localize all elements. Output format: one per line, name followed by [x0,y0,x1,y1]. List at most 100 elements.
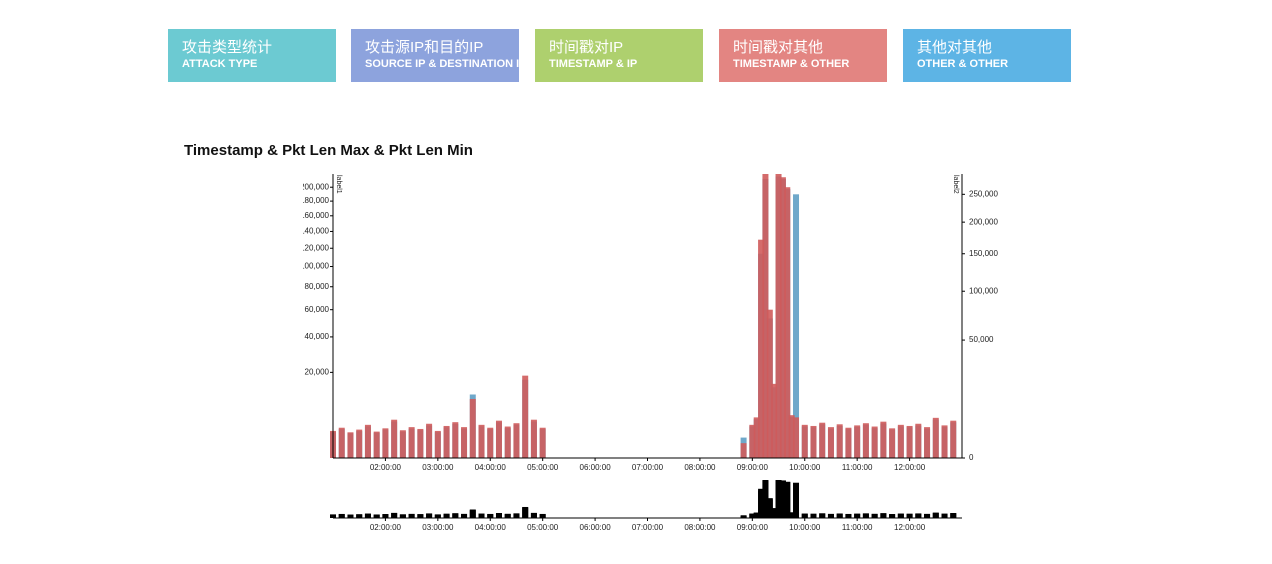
x-tick-label: 07:00:00 [632,463,664,472]
nav-tile[interactable]: 攻击源IP和目的IP SOURCE IP & DESTINATION IP [351,29,519,82]
bar [889,428,896,458]
bar [487,427,494,458]
bar [504,426,511,458]
bar [784,481,791,518]
bar [758,239,765,458]
bar [880,421,887,458]
y-tick-label: 140,000 [300,227,329,236]
y-tick-label: 40,000 [305,332,330,341]
nav-tile[interactable]: 其他对其他 OTHER & OTHER [903,29,1071,82]
bar [950,420,957,458]
bar [871,426,878,458]
bar [801,424,808,458]
bar [845,427,852,458]
bar [854,425,861,458]
bar [399,430,406,458]
nav-title: 攻击类型统计 [182,39,273,56]
x-tick-label: 05:00:00 [527,463,559,472]
bar [880,513,887,518]
bar [788,512,795,518]
bar [862,423,869,458]
bar [408,427,415,458]
bar [762,480,769,518]
nav-tile[interactable]: 时间戳对其他 TIMESTAMP & OTHER [719,29,887,82]
bar [906,425,913,458]
bar [836,513,843,518]
bar [775,480,782,518]
y-tick-label: 80,000 [305,282,330,291]
bar [399,514,406,518]
bar [793,194,800,458]
bar [356,514,363,518]
nav-subtitle: TIMESTAMP & OTHER [733,58,850,70]
bar [338,427,345,458]
bar [932,417,939,458]
bar [771,508,778,518]
nav-title: 时间戳对IP [549,39,624,56]
bar [862,513,869,518]
bar [819,422,826,458]
bar [897,513,904,518]
x-tick-label: 11:00:00 [842,523,873,532]
bar [845,513,852,518]
bar [941,425,948,458]
y2-tick-label: 50,000 [969,335,994,344]
x-tick-label: 12:00:00 [894,463,926,472]
bar [932,512,939,518]
y-tick-label: 180,000 [300,196,329,205]
bar [924,513,931,518]
chart-title: Timestamp & Pkt Len Max & Pkt Len Min [184,142,473,159]
bar [408,513,415,518]
bar [753,417,760,458]
bar [469,510,476,518]
y-tick-label: 120,000 [300,243,329,252]
nav-tile[interactable]: 攻击类型统计 ATTACK TYPE [168,29,336,82]
bar [347,432,354,458]
bar [338,513,345,518]
bar [740,516,747,518]
bar [452,422,459,458]
y-tick-label: 160,000 [300,211,329,220]
y2-axis-label: label2 [952,175,959,194]
bar [793,417,800,458]
nav-subtitle: ATTACK TYPE [182,58,258,70]
x-tick-label: 05:00:00 [527,523,559,532]
bar [461,427,468,458]
bar [784,187,791,459]
bar [391,512,398,518]
bar [766,498,773,518]
nav-subtitle: OTHER & OTHER [917,58,1009,70]
bar [775,174,782,458]
bar [461,513,468,518]
bar [426,513,433,518]
bar [801,513,808,518]
y2-tick-label: 150,000 [969,249,998,258]
bar [417,428,424,458]
bar [915,513,922,518]
bar [495,513,502,518]
nav-tile[interactable]: 时间戳对IP TIMESTAMP & IP [535,29,703,82]
bar [443,513,450,518]
bar [924,427,931,458]
x-tick-label: 11:00:00 [842,463,873,472]
bar [513,513,520,518]
bar [356,429,363,458]
nav-title: 时间戳对其他 [733,39,824,56]
bar [788,415,795,458]
nav-subtitle: TIMESTAMP & IP [549,58,638,70]
bar [941,513,948,518]
bar [740,443,747,458]
bar [897,424,904,458]
bar [487,513,494,518]
x-tick-label: 02:00:00 [370,523,402,532]
x-tick-label: 04:00:00 [475,523,507,532]
bar [373,514,380,518]
x-tick-label: 10:00:00 [789,523,821,532]
x-tick-label: 09:00:00 [737,463,769,472]
nav-title: 攻击源IP和目的IP [365,39,484,56]
bar [522,375,529,458]
x-tick-label: 04:00:00 [475,463,507,472]
bar [793,512,800,518]
x-tick-label: 09:00:00 [737,523,769,532]
